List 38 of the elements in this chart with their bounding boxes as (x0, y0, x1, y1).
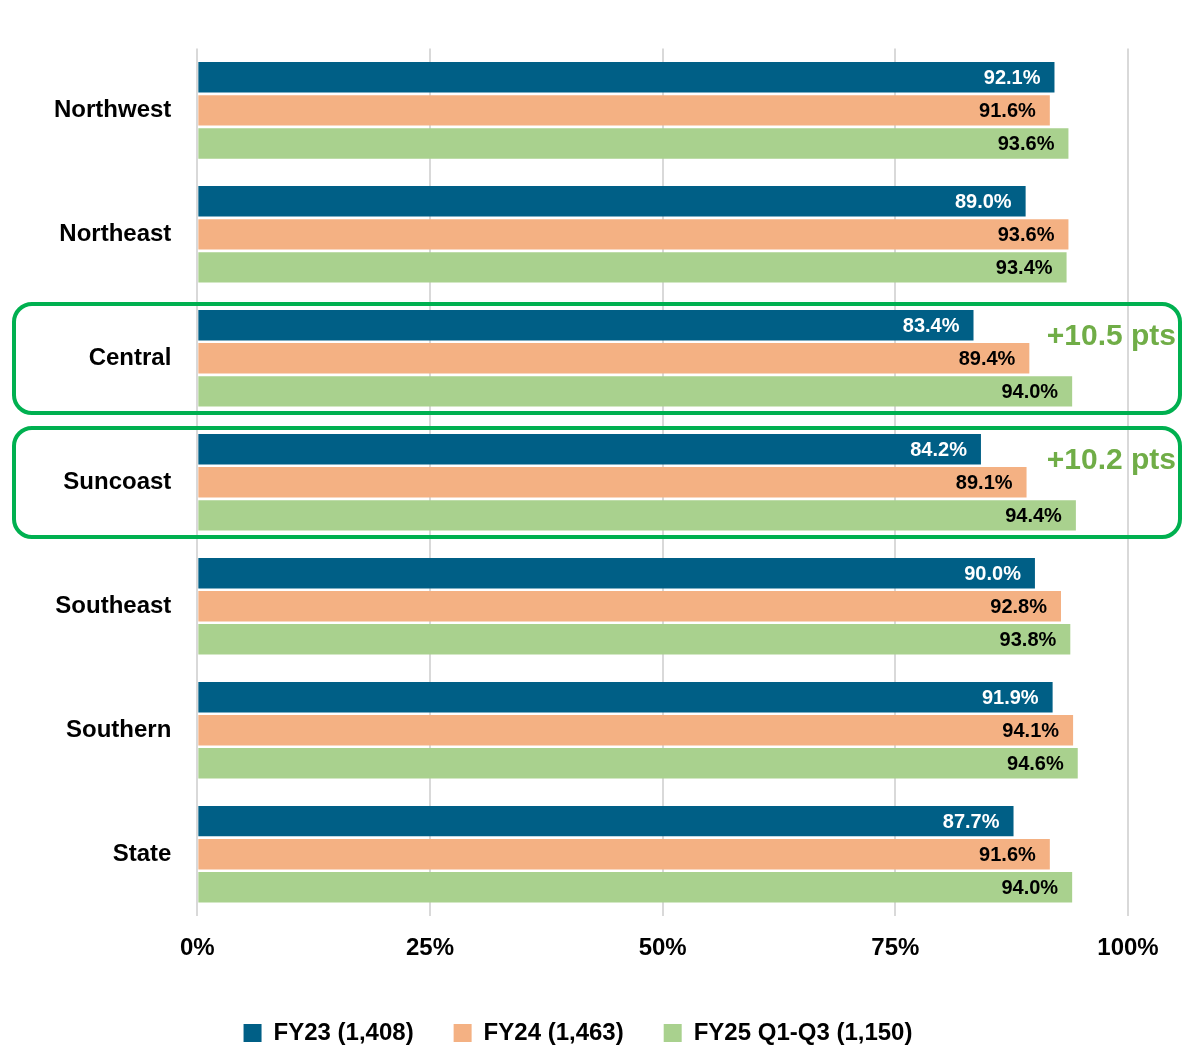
annotation: +10.2 pts (1046, 441, 1176, 475)
data-label: 93.8% (999, 627, 1057, 650)
data-label: 94.6% (1007, 751, 1064, 774)
data-label: 92.8% (990, 594, 1048, 617)
y-tick-label: Suncoast (63, 466, 172, 494)
data-label: 91.6% (979, 842, 1037, 865)
data-label: 91.9% (981, 685, 1039, 708)
data-label: 84.2% (910, 437, 968, 460)
y-tick-label: Central (88, 342, 172, 370)
data-label: 94.4% (1005, 503, 1063, 526)
data-label: 94.0% (1001, 379, 1059, 402)
data-label: 93.4% (995, 255, 1053, 278)
legend-label: FY23 (1,408) (273, 1017, 414, 1045)
x-tick-label: 0% (180, 933, 215, 961)
data-label: 89.4% (958, 346, 1016, 369)
y-tick-label: Northeast (59, 218, 172, 246)
x-tick-label: 50% (638, 933, 687, 961)
legend-label: FY25 Q1-Q3 (1,150) (693, 1017, 913, 1045)
data-label: 94.0% (1001, 875, 1059, 898)
data-label: 93.6% (997, 131, 1055, 154)
data-label: 93.6% (997, 222, 1055, 245)
data-label: 89.0% (954, 189, 1012, 212)
x-tick-label: 100% (1097, 933, 1159, 961)
data-label: 87.7% (942, 809, 1000, 832)
x-tick-label: 75% (871, 933, 920, 961)
data-label: 92.1% (983, 65, 1041, 88)
data-label: 83.4% (902, 313, 960, 336)
annotation: +10.5 pts (1046, 317, 1176, 351)
data-label: 91.6% (979, 98, 1037, 121)
x-tick-label: 25% (405, 933, 455, 961)
y-tick-label: Southern (66, 714, 172, 742)
y-tick-label: Northwest (54, 95, 172, 123)
y-tick-label: Southeast (55, 590, 172, 618)
data-label: 94.1% (1002, 718, 1060, 741)
legend-label: FY24 (1,463) (483, 1017, 624, 1045)
data-label: 89.1% (955, 470, 1013, 493)
y-tick-label: State (112, 838, 172, 866)
data-label: 90.0% (964, 561, 1022, 584)
